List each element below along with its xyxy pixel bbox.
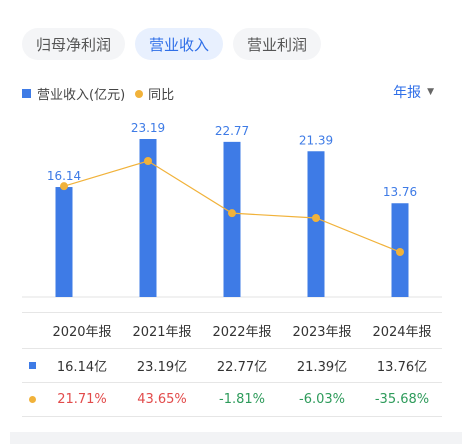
legend-bar-label: 营业收入(亿元) [37,88,126,103]
period-selector[interactable]: 年报 ▼ [393,82,434,102]
table-header-cell: 2022年报 [202,312,282,349]
table-cell: 21.71% [42,382,122,417]
legend-bar-swatch [22,89,31,98]
period-selector-label: 年报 [393,85,422,101]
table-row-revenue: 16.14亿 23.19亿 22.77亿 21.39亿 13.76亿 [22,348,442,383]
bar-value-label: 16.14 [47,169,81,183]
data-table: 2020年报 2021年报 2022年报 2023年报 2024年报 16.14… [22,312,442,417]
table-cell: 43.65% [122,382,202,417]
yoy-marker [28,396,36,403]
table-cell: -6.03% [282,382,362,417]
table-corner [22,312,42,349]
yoy-point [144,157,152,165]
table-cell: 22.77亿 [202,348,282,383]
bar-value-label: 22.77 [215,124,249,138]
chart-legend: 营业收入(亿元) 同比 [22,84,174,103]
bottom-divider [10,432,462,444]
bar-value-label: 13.76 [383,185,417,199]
table-header-row: 2020年报 2021年报 2022年报 2023年报 2024年报 [22,312,442,349]
tab-net-profit[interactable]: 归母净利润 [22,28,126,60]
bar-value-label: 21.39 [299,133,333,147]
bar [223,141,241,297]
legend-line-label: 同比 [148,88,175,103]
revenue-chart: 16.14 23.19 22.77 21.39 13.76 [22,121,442,298]
table-cell: 16.14亿 [42,348,122,383]
table-cell: 23.19亿 [122,348,202,383]
legend-line-swatch [135,89,144,98]
table-cell: -1.81% [202,382,282,417]
tab-operating-profit[interactable]: 营业利润 [233,28,322,60]
table-header-cell: 2020年报 [42,312,122,349]
caret-down-icon: ▼ [427,87,434,97]
bar [307,151,325,297]
tab-revenue[interactable]: 营业收入 [135,28,224,60]
yoy-point [60,182,68,191]
yoy-point [396,248,404,256]
metric-tabs: 归母净利润 营业收入 营业利润 [22,28,322,60]
bar [139,139,157,297]
revenue-marker [28,362,36,369]
table-cell: 21.39亿 [282,348,362,383]
bar [55,187,73,297]
yoy-point [312,213,320,222]
table-header-cell: 2024年报 [362,312,442,349]
table-cell: 13.76亿 [362,348,442,383]
table-header-cell: 2021年报 [122,312,202,349]
table-header-cell: 2023年报 [282,312,362,349]
table-row-yoy: 21.71% 43.65% -1.81% -6.03% -35.68% [22,382,442,417]
table-cell: -35.68% [362,382,442,417]
yoy-point [228,209,236,218]
bar-value-label: 23.19 [131,121,165,135]
